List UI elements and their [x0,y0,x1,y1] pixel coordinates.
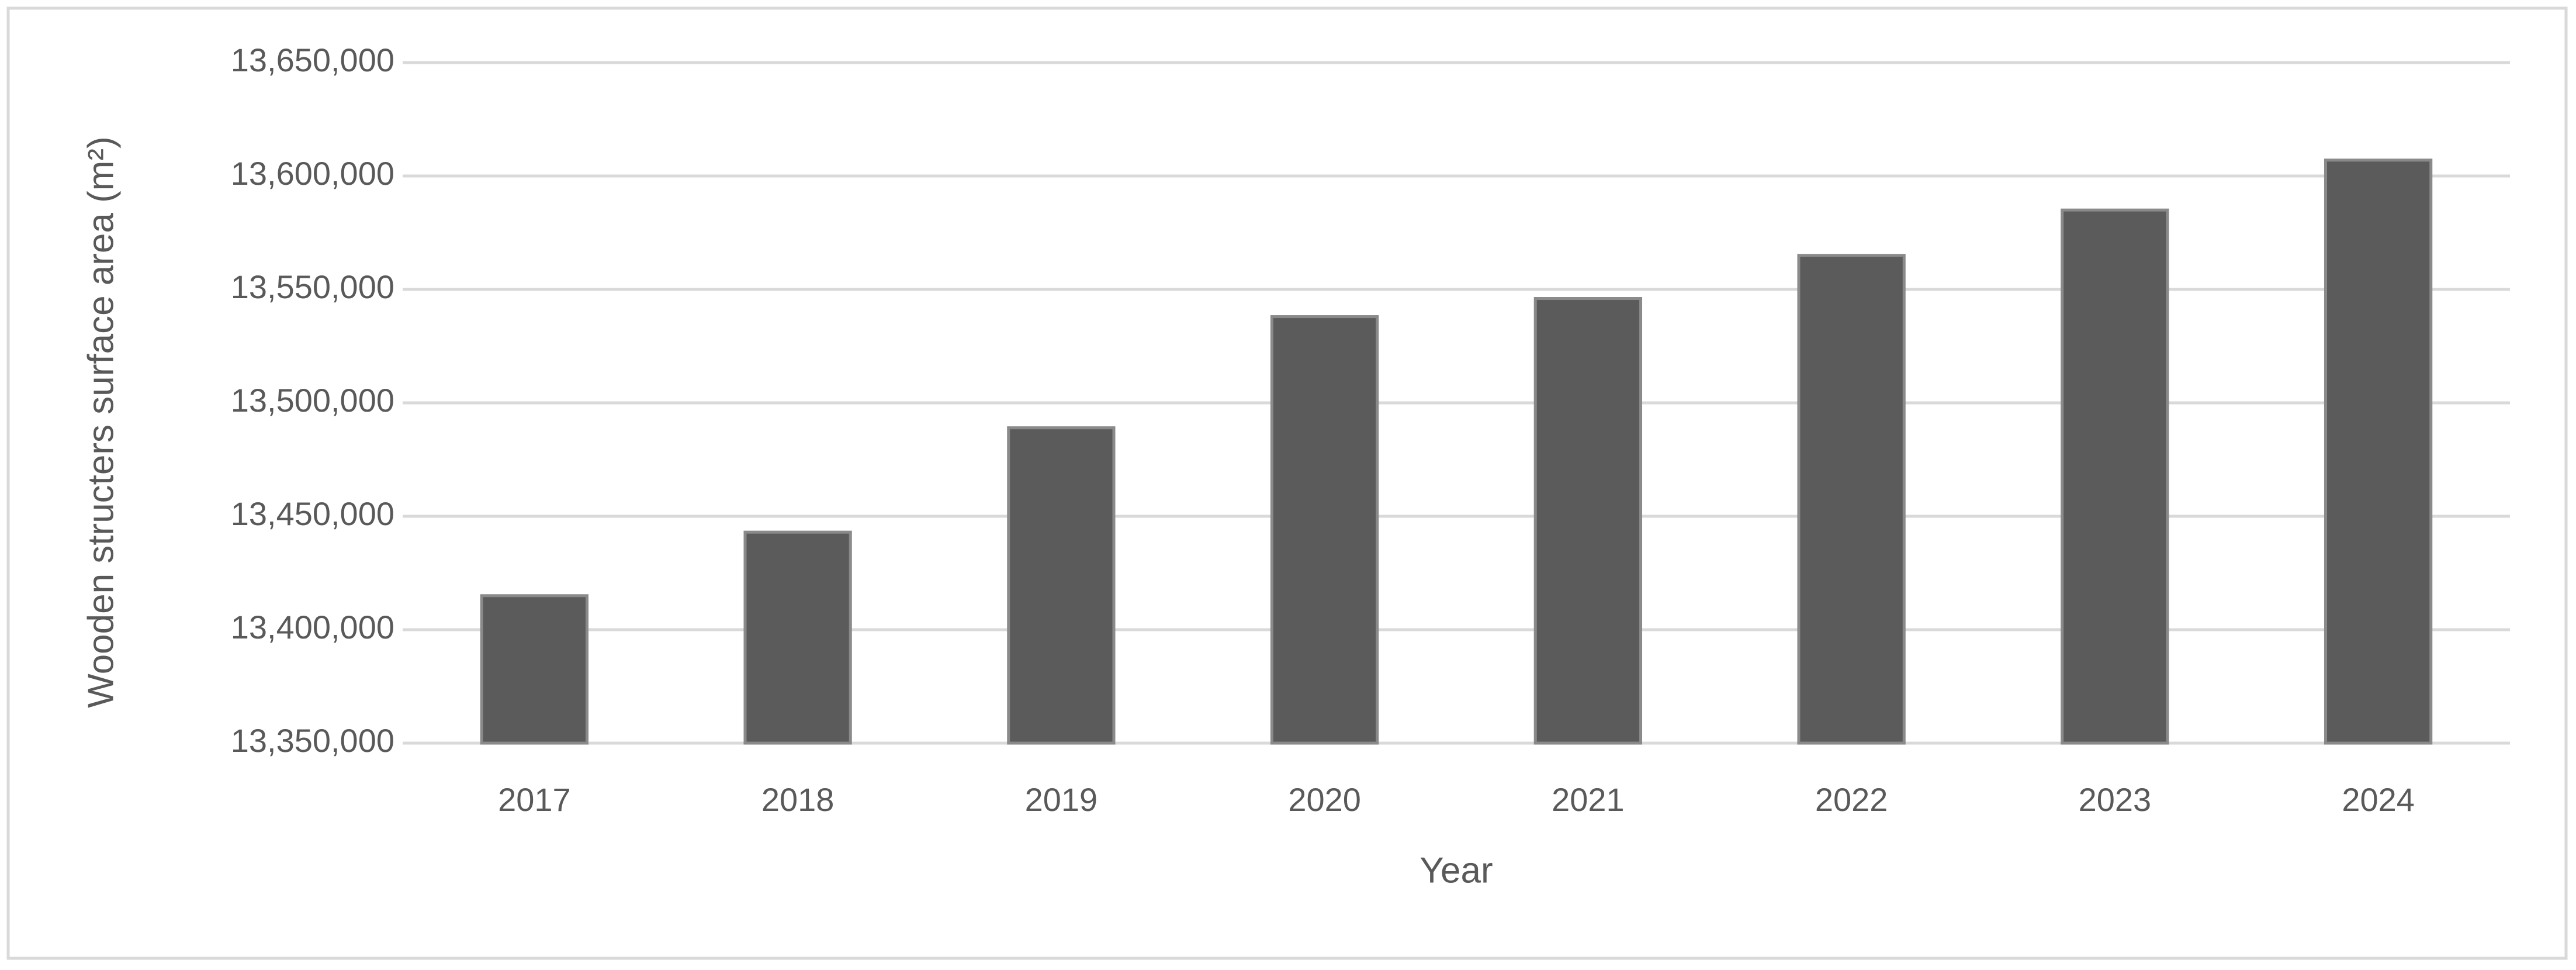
bar [743,530,852,745]
bar [480,594,589,745]
bar [1797,254,1906,745]
x-tick-label: 2017 [498,781,571,818]
bar [2061,208,2169,745]
y-tick-label: 13,550,000 [231,268,394,305]
y-axis-title: Wooden structers surface area (m²) [81,136,121,707]
bar [1533,297,1643,745]
y-tick-label: 13,350,000 [231,722,394,759]
x-tick-label: 2022 [1815,781,1888,818]
x-tick-label: 2021 [1552,781,1625,818]
x-axis-title: Year [1419,850,1493,890]
x-tick-label: 2020 [1288,781,1361,818]
y-tick-label: 13,600,000 [231,155,394,192]
x-tick-label: 2019 [1025,781,1098,818]
bar [1270,315,1379,745]
y-tick-label: 13,650,000 [231,42,394,78]
bar [2324,158,2433,745]
y-tick-label: 13,500,000 [231,382,394,419]
y-tick-label: 13,400,000 [231,609,394,645]
bar [1007,426,1116,745]
x-tick-label: 2018 [761,781,835,818]
x-tick-label: 2024 [2342,781,2415,818]
x-tick-label: 2023 [2079,781,2152,818]
y-tick-label: 13,450,000 [231,495,394,532]
